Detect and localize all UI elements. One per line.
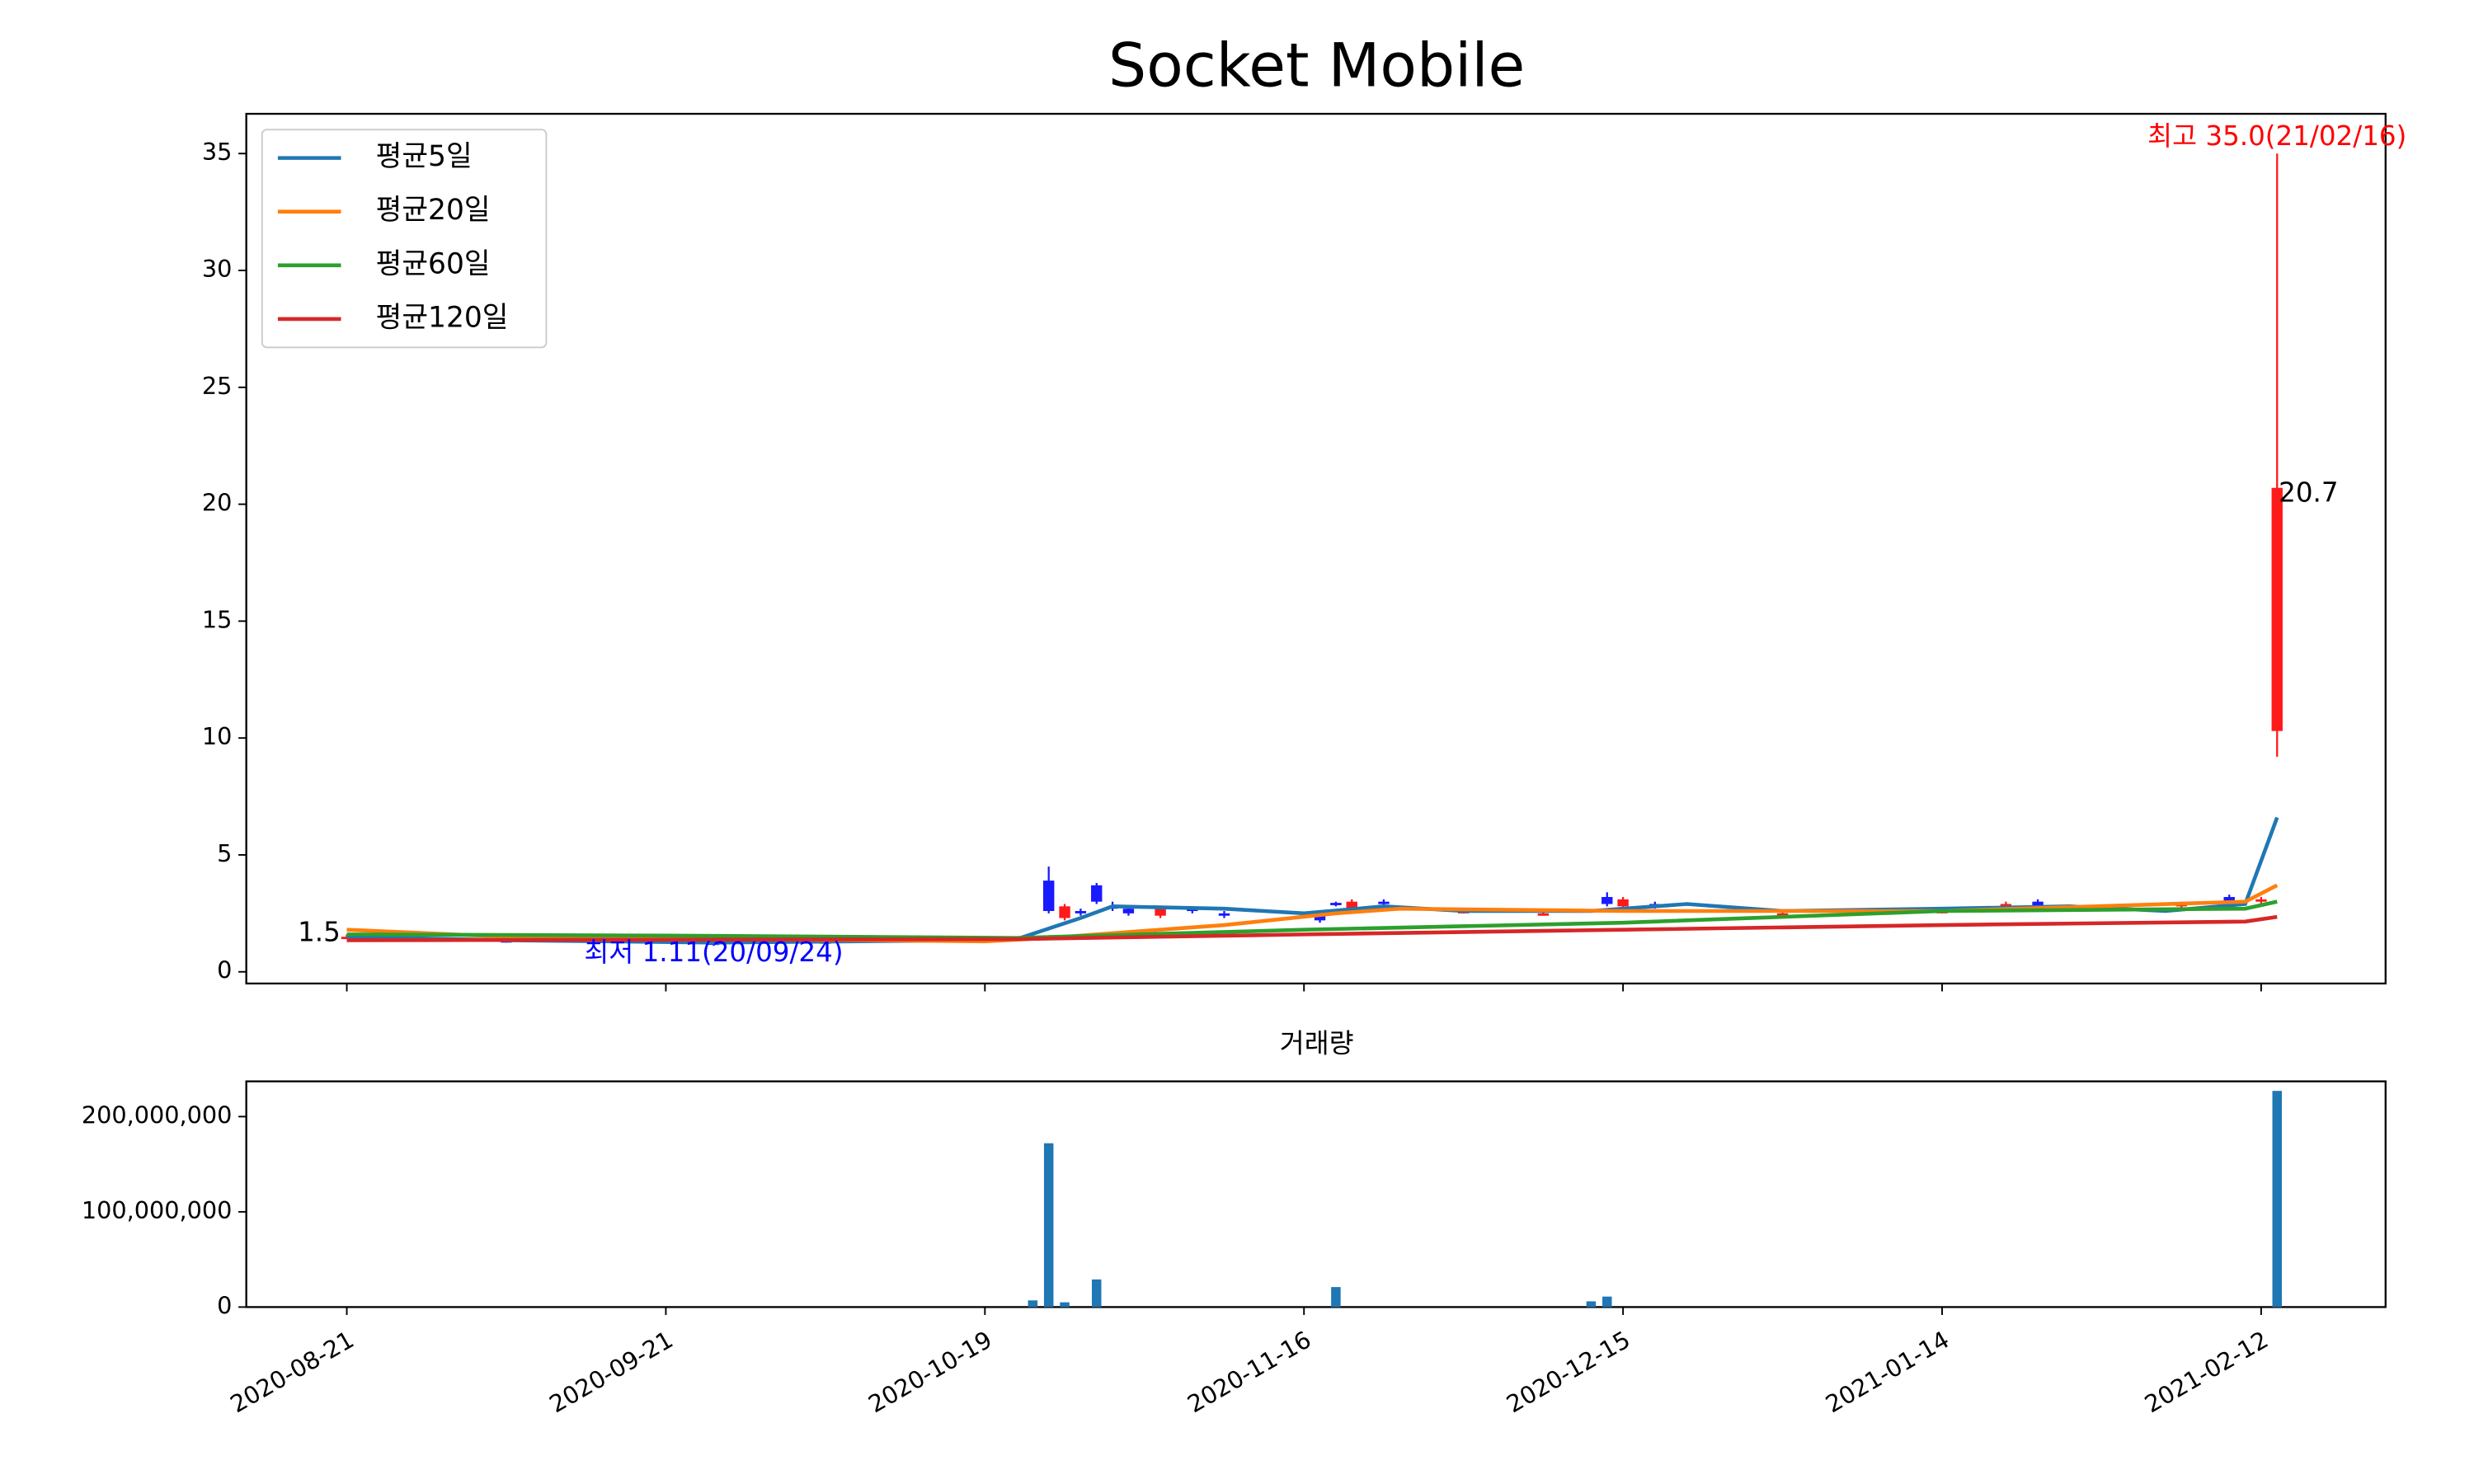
x-tick-label: 2020-12-15	[1502, 1326, 1634, 1419]
chart-title: Socket Mobile	[1108, 31, 1525, 101]
candle-body	[1776, 913, 1789, 916]
candle-body	[1091, 885, 1103, 902]
candle-body	[2000, 904, 2012, 907]
x-tick-label: 2020-08-21	[225, 1326, 358, 1419]
y-tick-label: 30	[202, 255, 233, 283]
x-tick-label: 2020-10-19	[863, 1326, 996, 1419]
y-tick-label: 15	[202, 605, 233, 633]
volume-bar	[1060, 1302, 1070, 1308]
candle-body	[1537, 913, 1550, 916]
volume-bar	[1602, 1296, 1612, 1308]
y-tick-label: 35	[202, 138, 233, 166]
y-tick-label: 5	[217, 839, 232, 867]
y-tick-label: 0	[217, 956, 232, 984]
legend-frame	[261, 129, 548, 349]
volume-bar	[1091, 1279, 1102, 1308]
ma-line	[346, 914, 2278, 942]
candle-body	[2255, 899, 2267, 902]
x-tick-label: 2020-11-16	[1183, 1326, 1315, 1419]
annotation: 1.5	[298, 916, 341, 947]
candle-body	[1378, 901, 1390, 904]
volume-bar	[1331, 1287, 1341, 1308]
y-tick-label: 0	[217, 1291, 232, 1319]
candle-body	[1122, 909, 1135, 913]
volume-title: 거래량	[1280, 1028, 1354, 1059]
volume-bar	[1586, 1301, 1597, 1308]
legend-label: 평균60일	[376, 247, 491, 280]
annotation: 최저 1.11(20/09/24)	[584, 937, 843, 968]
candle-body	[2032, 901, 2044, 907]
volume-bar	[1043, 1143, 1054, 1308]
annotation: 최고 35.0(21/02/16)	[2147, 120, 2406, 152]
legend-label: 평균20일	[376, 194, 491, 227]
candle-body	[1218, 913, 1230, 916]
ma-line	[346, 899, 2278, 940]
volume-bar	[1028, 1300, 1038, 1308]
y-tick-label: 25	[202, 372, 233, 400]
legend-label: 평균5일	[376, 140, 473, 173]
y-tick-label: 20	[202, 489, 233, 517]
plot-frame	[245, 112, 2387, 985]
plot-frame	[245, 1080, 2387, 1308]
volume-bar	[2272, 1091, 2282, 1308]
candle-body	[1602, 896, 1613, 904]
candle-body	[2223, 896, 2235, 902]
annotation: 20.7	[2279, 477, 2338, 508]
x-tick-label: 2020-09-21	[544, 1326, 677, 1419]
candle-body	[1330, 903, 1342, 905]
x-tick-label: 2021-02-12	[2140, 1326, 2273, 1419]
candle-body	[2271, 487, 2283, 731]
candle-body	[1314, 915, 1326, 921]
candle-body	[1155, 909, 1166, 916]
y-tick-label: 10	[202, 722, 233, 750]
candle-body	[1617, 899, 1629, 907]
candle-body	[1075, 911, 1087, 913]
y-tick-label: 200,000,000	[82, 1101, 233, 1129]
x-tick-label: 2021-01-14	[1821, 1326, 1954, 1419]
candle-body	[1059, 906, 1070, 918]
legend-label: 평균120일	[376, 301, 509, 334]
y-tick-label: 100,000,000	[82, 1196, 233, 1224]
candle-body	[1042, 881, 1055, 912]
candle-body	[1346, 901, 1357, 909]
